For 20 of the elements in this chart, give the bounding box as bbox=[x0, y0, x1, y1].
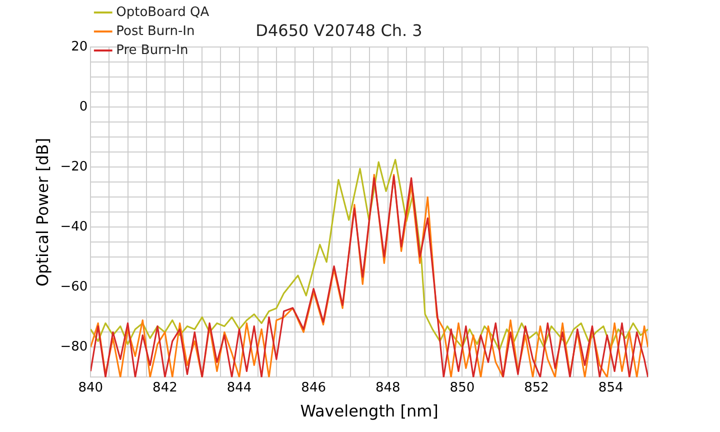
x-tick-label: 850 bbox=[450, 380, 475, 396]
y-tick-label: −80 bbox=[60, 340, 88, 355]
x-tick-label: 840 bbox=[78, 380, 104, 396]
y-tick-label: −60 bbox=[60, 280, 88, 295]
x-tick-label: 842 bbox=[152, 380, 178, 396]
legend-label: OptoBoard QA bbox=[116, 4, 210, 20]
x-tick-label: 848 bbox=[375, 380, 400, 396]
legend-label: Pre Burn-In bbox=[116, 42, 188, 58]
x-tick-label: 852 bbox=[524, 380, 549, 396]
y-tick-label: −40 bbox=[60, 220, 88, 235]
chart-title: D4650 V20748 Ch. 3 bbox=[256, 20, 422, 40]
x-axis-title: Wavelength [nm] bbox=[300, 402, 438, 421]
y-tick-label: −20 bbox=[60, 160, 88, 175]
legend-label: Post Burn-In bbox=[116, 24, 195, 39]
x-tick-label: 844 bbox=[226, 380, 252, 396]
x-tick-label: 846 bbox=[301, 380, 326, 396]
y-tick-label: 20 bbox=[71, 40, 88, 55]
y-axis-title: Optical Power [dB] bbox=[32, 138, 52, 287]
x-tick-label: 854 bbox=[598, 380, 624, 396]
y-tick-label: 0 bbox=[79, 100, 88, 115]
